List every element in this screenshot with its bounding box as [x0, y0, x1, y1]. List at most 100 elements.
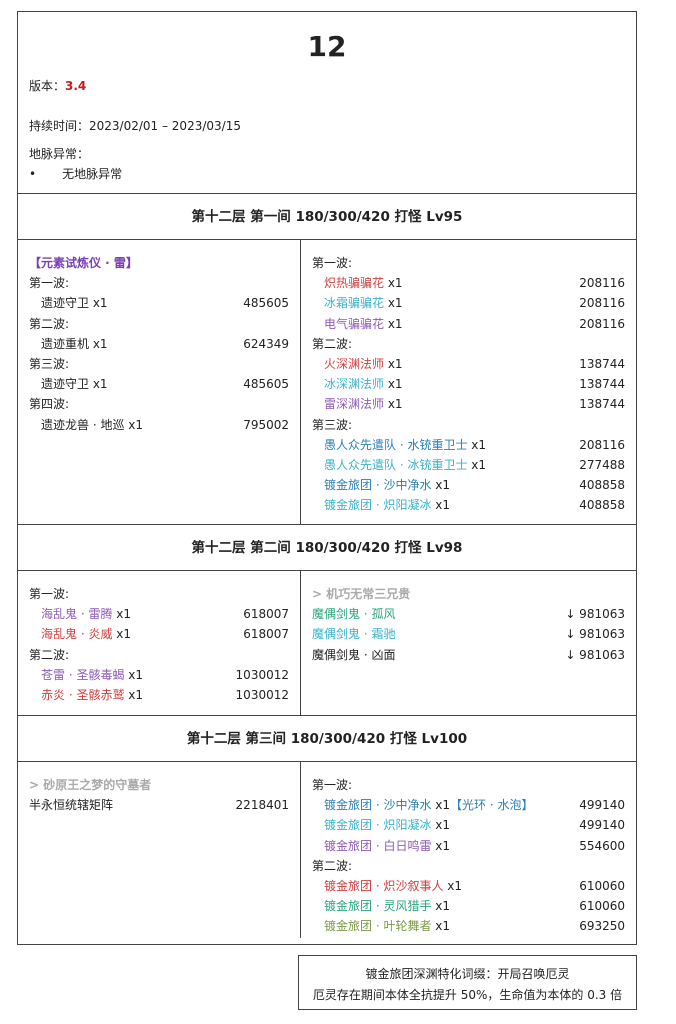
name-part: 镀金旅团 · 叶轮舞者: [324, 919, 432, 934]
enemy-row: 镀金旅团 · 沙中净水 x1【光环 · 水泡】 499140: [312, 795, 625, 815]
chamber-right-half: 第一波: 炽热骗骗花 x1 208116 冰霜骗骗花 x1 208116 电气骗骗花 x1…: [301, 240, 636, 524]
wave-label: 第一波:: [29, 273, 289, 293]
boss-hint: > 砂原王之梦的守墓者: [29, 775, 289, 795]
enemy-name: 镀金旅团 · 炽阳凝冰 x1: [312, 815, 450, 835]
hp-value: 499140: [579, 818, 625, 833]
name-part: 赤炎 · 圣骸赤鹫: [41, 687, 125, 702]
name-part: x1: [112, 607, 132, 622]
floor-title: 12: [307, 30, 347, 63]
hp-value: 138744: [579, 397, 625, 412]
enemy-row: 电气骗骗花 x1 208116: [312, 314, 625, 334]
enemy-name: 第三波:: [312, 415, 352, 435]
enemy-name: 镀金旅团 · 沙中净水 x1: [312, 475, 450, 495]
name-part: 火深渊法师: [324, 356, 385, 371]
enemy-row: 镀金旅团 · 炽阳凝冰 x1 499140: [312, 815, 625, 835]
name-part: 遗迹重机 x1: [41, 336, 108, 351]
chamber-body: 第一波: 海乱鬼 · 雷腾 x1 618007 海乱鬼 · 炎威 x1 618007 第二…: [18, 571, 636, 716]
enemy-row: 镀金旅团 · 白日鸣雷 x1 554600: [312, 836, 625, 856]
note-line-2: 厄灵存在期间本体全抗提升 50%，生命值为本体的 0.3 倍: [312, 988, 623, 1002]
enemy-row: 遗迹守卫 x1 485605: [29, 293, 289, 313]
enemy-row: 魔偶剑鬼 · 霜驰 ↓ 981063: [312, 624, 625, 644]
hp-value: 618007: [243, 607, 289, 622]
name-part: 第一波:: [312, 778, 353, 792]
chambers: 第十二层 第一间 180/300/420 打怪 Lv95 【元素试炼仪 · 雷】第…: [18, 194, 636, 938]
enemy-name: 第一波:: [312, 253, 352, 273]
name-part: 镀金旅团 · 灵风猎手: [324, 899, 432, 914]
name-part: x1: [124, 667, 144, 682]
name-part: x1: [431, 478, 451, 493]
hp-value: 499140: [579, 798, 625, 813]
ley-line-item: • 无地脉异常: [29, 165, 122, 182]
name-part: 镀金旅团 · 炽阳凝冰: [324, 498, 432, 513]
wave-label: 第二波:: [312, 334, 625, 354]
enemy-name: 遗迹重机 x1: [29, 334, 108, 354]
hp-value: 2218401: [235, 798, 289, 813]
enemy-name: 遗迹守卫 x1: [29, 374, 108, 394]
hp-value: 408858: [579, 478, 625, 493]
enemy-name: 冰深渊法师 x1: [312, 374, 403, 394]
enemy-name: 愚人众先遣队 · 冰铳重卫士 x1: [312, 455, 486, 475]
name-part: x1: [431, 498, 451, 513]
enemy-row: 愚人众先遣队 · 冰铳重卫士 x1 277488: [312, 455, 625, 475]
enemy-row: 冰霜骗骗花 x1 208116: [312, 293, 625, 313]
wave-label: 第二波:: [29, 645, 289, 665]
enemy-name: 海乱鬼 · 炎威 x1: [29, 624, 131, 644]
enemy-name: 雷深渊法师 x1: [312, 394, 403, 414]
name-part: x1: [112, 627, 132, 642]
enemy-row: 苍雷 · 圣骸毒蝎 x1 1030012: [29, 665, 289, 685]
name-part: x1: [384, 316, 403, 331]
enemy-row: 遗迹守卫 x1 485605: [29, 374, 289, 394]
enemy-row: 镀金旅团 · 灵风猎手 x1 610060: [312, 896, 625, 916]
name-part: 【光环 · 水泡】: [450, 798, 534, 813]
enemy-name: 魔偶剑鬼 · 霜驰: [312, 624, 395, 644]
hp-value: 208116: [579, 296, 625, 311]
hp-value: 693250: [579, 919, 625, 934]
hp-value: 485605: [243, 296, 289, 311]
enemy-name: 愚人众先遣队 · 水铳重卫士 x1: [312, 435, 486, 455]
name-part: 第二波:: [29, 316, 70, 331]
name-part: 遗迹龙兽 · 地巡 x1: [41, 417, 143, 432]
name-part: x1: [431, 798, 451, 813]
chamber-header: 第十二层 第三间 180/300/420 打怪 Lv100: [18, 716, 636, 762]
version-value: 3.4: [65, 79, 87, 93]
chamber-left-half: 【元素试炼仪 · 雷】 第一波: 遗迹守卫 x1 485605 第二波: 遗迹重机 x1 6…: [18, 240, 301, 524]
name-part: 第二波:: [312, 858, 353, 873]
enemy-name: 炽热骗骗花 x1: [312, 273, 403, 293]
name-part: x1: [384, 296, 403, 311]
name-part: 第二波:: [29, 647, 70, 662]
hp-value: 138744: [579, 356, 625, 371]
chamber-body: > 砂原王之梦的守墓者 半永恒统辖矩阵 2218401 第一波: 镀金旅团 · 沙中净水…: [18, 762, 636, 938]
name-part: 第二波:: [312, 336, 353, 351]
name-part: 第一波:: [29, 276, 70, 291]
name-part: x1: [431, 838, 451, 853]
name-part: 第三波:: [29, 356, 70, 371]
chamber-header: 第十二层 第二间 180/300/420 打怪 Lv98: [18, 525, 636, 571]
hp-value: 618007: [243, 627, 289, 642]
name-part: 电气骗骗花: [324, 316, 385, 331]
hp-value: 554600: [579, 838, 625, 853]
enemy-row: 炽热骗骗花 x1 208116: [312, 273, 625, 293]
chamber-right-half: 第一波: 镀金旅团 · 沙中净水 x1【光环 · 水泡】 499140 镀金旅团 · …: [301, 762, 636, 938]
enemy-name: 火深渊法师 x1: [312, 354, 403, 374]
version-label: 版本：: [29, 79, 66, 93]
enemy-name: 赤炎 · 圣骸赤鹫 x1: [29, 685, 143, 705]
challenge-title: 【元素试炼仪 · 雷】: [29, 253, 289, 273]
name-part: 镀金旅团 · 沙中净水: [324, 798, 432, 813]
name-part: 魔偶剑鬼 · 霜驰: [312, 627, 396, 642]
name-part: > 机巧无常三兄贵: [312, 587, 411, 601]
enemy-row: 镀金旅团 · 炽阳凝冰 x1 408858: [312, 495, 625, 515]
name-part: x1: [431, 919, 451, 934]
enemy-name: 镀金旅团 · 叶轮舞者 x1: [312, 916, 450, 936]
enemy-name: 镀金旅团 · 炽阳凝冰 x1: [312, 495, 450, 515]
chamber-left-half: 第一波: 海乱鬼 · 雷腾 x1 618007 海乱鬼 · 炎威 x1 618007 第二…: [18, 571, 301, 715]
name-part: 镀金旅团 · 炽沙叙事人: [324, 878, 444, 893]
hp-value: 138744: [579, 377, 625, 392]
enemy-name: 遗迹龙兽 · 地巡 x1: [29, 415, 143, 435]
enemy-row: 镀金旅团 · 叶轮舞者 x1 693250: [312, 916, 625, 936]
hp-value: 1030012: [235, 667, 289, 682]
gilded-buff-note: 镀金旅团深渊特化词缀：开局召唤厄灵 厄灵存在期间本体全抗提升 50%，生命值为本…: [298, 955, 637, 1010]
enemy-name: 镀金旅团 · 炽沙叙事人 x1: [312, 876, 462, 896]
hp-value: 610060: [579, 899, 625, 914]
wave-label: 第一波:: [29, 584, 289, 604]
hp-value: 208116: [579, 276, 625, 291]
